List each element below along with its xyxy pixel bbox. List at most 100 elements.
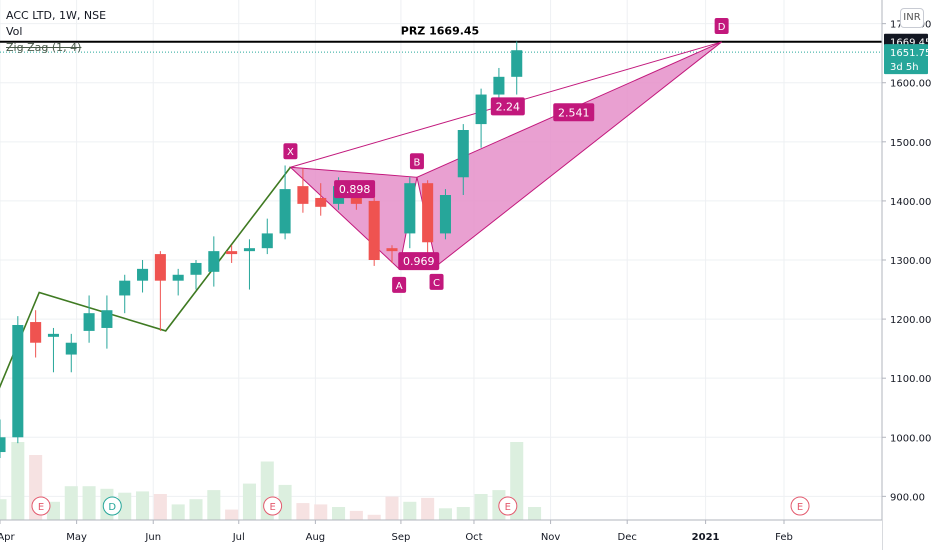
- volume-bar: [438, 508, 452, 520]
- candle-body: [119, 280, 131, 296]
- pattern-point-box: [283, 143, 298, 160]
- time-tick-label: Apr: [0, 532, 16, 543]
- marker-circle: [790, 496, 810, 516]
- volume-bar: [296, 503, 310, 520]
- marker-circle: [263, 496, 283, 516]
- ratio-text: 0.969: [403, 255, 435, 268]
- pattern-point-box: [714, 17, 729, 34]
- price-tag: 1651.75: [884, 44, 931, 61]
- marker-circle: [498, 496, 518, 516]
- ratio-label: 0.969: [398, 252, 440, 271]
- candle-body: [279, 189, 291, 234]
- time-axis-bg: [0, 520, 882, 550]
- marker-text: E: [38, 502, 44, 513]
- harmonic-pattern: [289, 41, 722, 270]
- earnings-marker: E: [31, 496, 51, 516]
- ratio-box: [553, 103, 595, 122]
- time-tick-label: Nov: [541, 532, 561, 543]
- pattern-point-label: C: [433, 278, 440, 289]
- volume-bar: [242, 483, 256, 520]
- chart-legend: ACC LTD, 1W, NSE Vol Zig Zag (1, 4): [6, 8, 106, 56]
- pattern-point-x: X: [283, 143, 298, 160]
- volume-bar: [11, 442, 25, 520]
- ratio-box: [334, 180, 376, 199]
- price-tag-bg: [884, 44, 928, 61]
- pattern-point-a: A: [392, 276, 407, 293]
- candle-body: [439, 195, 451, 234]
- time-tick-label: Aug: [306, 532, 326, 543]
- ratio-box: [398, 252, 440, 271]
- candle-body: [493, 76, 505, 95]
- candle-body: [0, 437, 6, 453]
- time-tick-label: Jul: [232, 532, 245, 543]
- volume-bar: [403, 501, 417, 520]
- ratio-text: 2.24: [496, 100, 521, 113]
- price-tag-text: 1651.75: [890, 48, 931, 59]
- candle-body: [475, 94, 487, 125]
- time-tick-label: 2021: [692, 532, 720, 543]
- currency-badge[interactable]: INR: [900, 8, 924, 28]
- volume-bars: [0, 442, 542, 520]
- pattern-point-label: D: [718, 22, 726, 33]
- volume-bar: [189, 499, 203, 520]
- volume-bar: [456, 507, 470, 520]
- candle-body: [368, 200, 380, 260]
- candle-body: [422, 183, 434, 243]
- candle-body: [30, 322, 42, 343]
- ratio-label: 2.24: [490, 97, 525, 116]
- volume-bar: [528, 507, 542, 520]
- volume-bar: [349, 510, 363, 520]
- earnings-marker: E: [263, 496, 283, 516]
- price-tick-label: 1000.00: [890, 433, 931, 444]
- volume-bar: [207, 490, 221, 520]
- price-tick-label: 1600.00: [890, 79, 931, 90]
- candle-body: [190, 262, 202, 275]
- volume-bar: [118, 492, 132, 520]
- zigzag-line: [0, 166, 292, 389]
- volume-bar: [64, 486, 78, 520]
- volume-bar: [171, 504, 185, 520]
- candle-body: [12, 325, 24, 438]
- pattern-point-b: B: [409, 153, 424, 170]
- price-tick-label: 1300.00: [890, 256, 931, 267]
- zigzag-legend[interactable]: Zig Zag (1, 4): [6, 41, 82, 54]
- candle-body: [65, 342, 77, 355]
- ratio-text: 0.898: [339, 183, 371, 196]
- candle-body: [386, 248, 398, 252]
- ratio-label: 2.541: [553, 103, 595, 122]
- volume-bar: [0, 499, 7, 520]
- volume-bar: [225, 509, 239, 520]
- price-axis: 900.00 1000.00 1100.00 1200.00 1300.00 1400.0…: [881, 0, 932, 550]
- time-tick-label: Dec: [618, 532, 637, 543]
- volume-bar: [474, 494, 488, 520]
- price-tag-text: 3d 5h: [890, 62, 919, 73]
- price-tag: 3d 5h: [884, 58, 928, 75]
- pattern-point-label: A: [396, 281, 403, 292]
- pattern-point-box: [429, 273, 444, 290]
- price-axis-bg: [882, 0, 932, 550]
- candle-body: [137, 268, 149, 281]
- pattern-point-c: C: [429, 273, 444, 290]
- ratio-box: [490, 97, 525, 116]
- candle-body: [297, 186, 309, 204]
- marker-text: E: [505, 502, 511, 513]
- marker-text: D: [108, 502, 116, 513]
- volume-legend[interactable]: Vol: [6, 25, 23, 38]
- prz-label: PRZ 1669.45: [401, 25, 479, 38]
- marker-circle: [31, 496, 51, 516]
- candle-body: [172, 274, 184, 281]
- candle-body: [261, 233, 273, 249]
- marker-text: E: [269, 502, 275, 513]
- volume-bar: [332, 507, 346, 520]
- candle-body: [404, 183, 416, 234]
- candle-body: [457, 130, 469, 178]
- price-tick-label: 1400.00: [890, 197, 931, 208]
- volume-bar: [421, 497, 435, 520]
- candle-body: [315, 197, 327, 207]
- symbol-title[interactable]: ACC LTD, 1W, NSE: [6, 9, 107, 22]
- candle-body: [208, 251, 220, 272]
- marker-circle: [102, 496, 122, 516]
- price-tick-label: 1500.00: [890, 138, 931, 149]
- pattern-point-d: D: [714, 17, 729, 34]
- ratio-label: 0.898: [334, 180, 376, 199]
